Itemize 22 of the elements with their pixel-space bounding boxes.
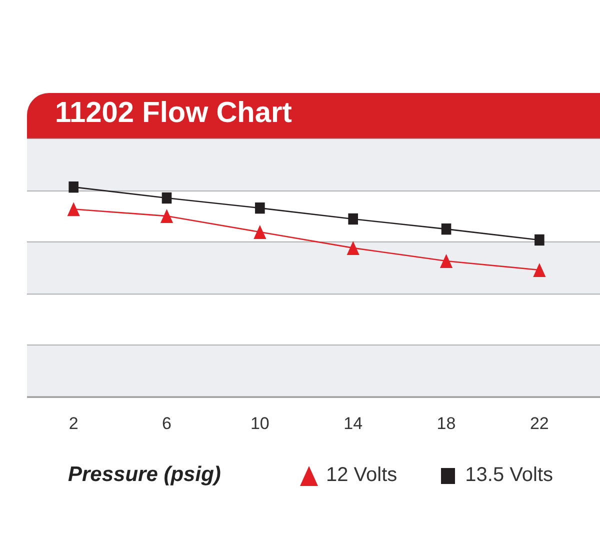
point [534, 234, 544, 246]
point [68, 181, 78, 193]
point [160, 209, 174, 224]
x-tick-label: 10 [250, 414, 270, 434]
point [162, 192, 172, 204]
point [67, 202, 80, 216]
x-tick-label: 2 [68, 414, 78, 434]
point [441, 223, 452, 235]
point [255, 202, 265, 214]
x-tick-label: 6 [162, 414, 172, 434]
point [533, 262, 546, 277]
x-tick-label: 22 [530, 414, 549, 434]
point [346, 240, 360, 255]
point [348, 213, 358, 225]
x-axis-title: Pressure (psig) [68, 463, 221, 487]
point [254, 225, 266, 239]
point [440, 254, 453, 268]
x-tick-label: 14 [344, 414, 363, 434]
legend-label: 12 Volts [326, 464, 398, 486]
legend-label: 13.5 Volts [465, 464, 554, 486]
chart-title: 11202 Flow Chart [55, 97, 292, 130]
x-tick-label: 18 [436, 414, 456, 434]
